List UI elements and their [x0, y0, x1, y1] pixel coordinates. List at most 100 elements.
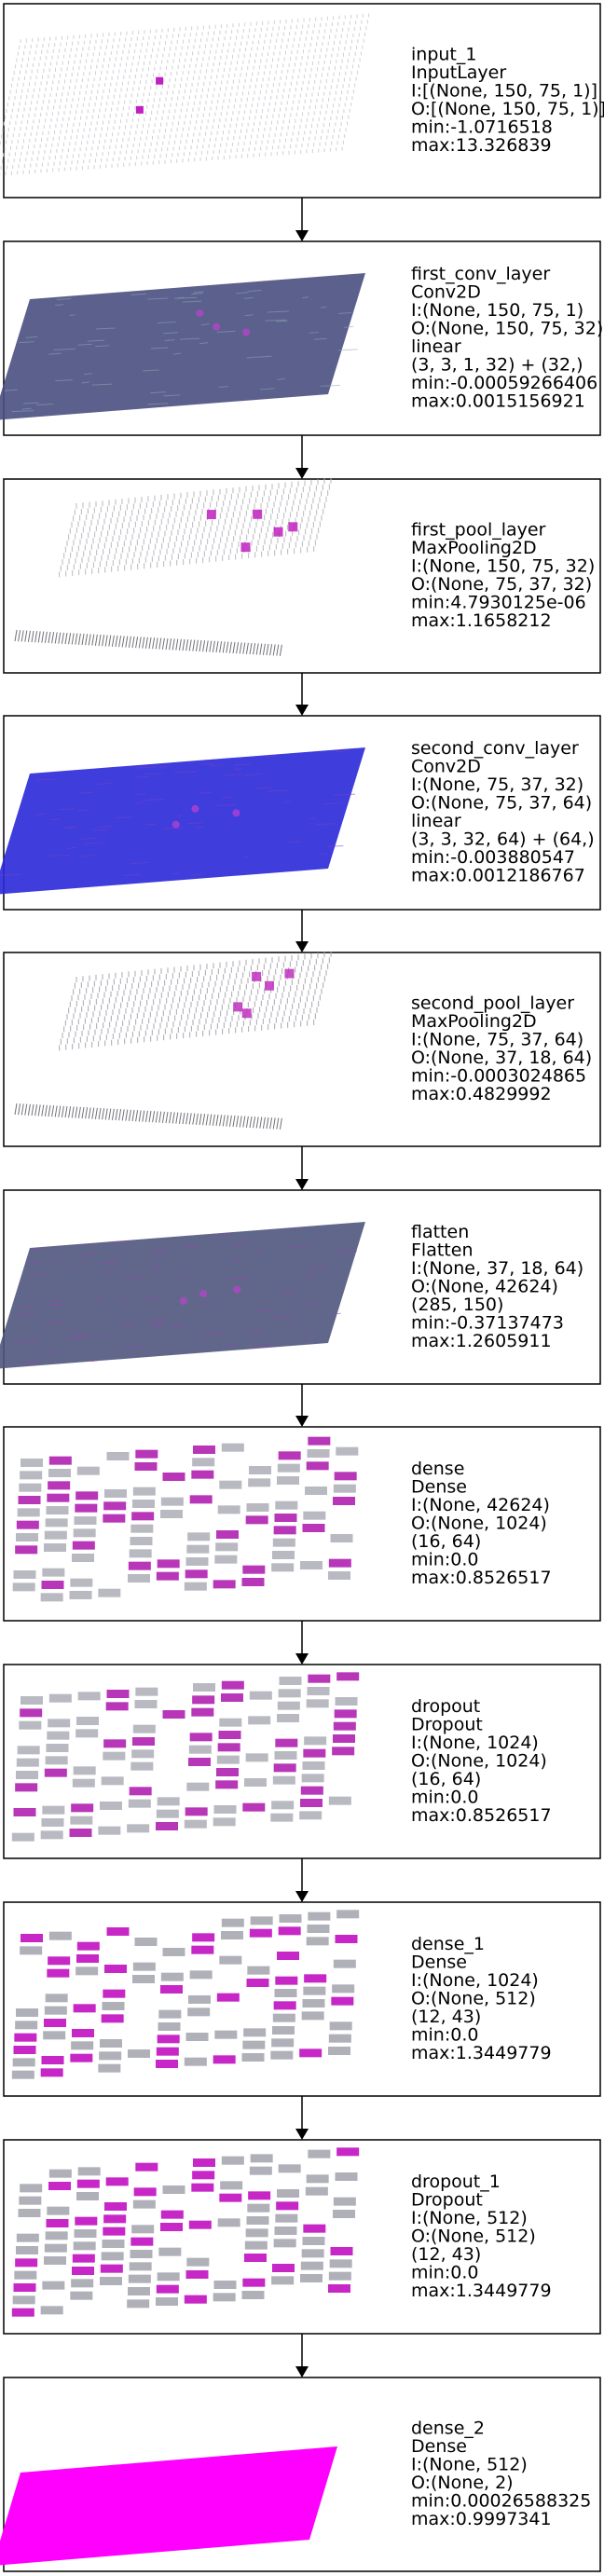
layer-detail: max:1.3449779	[411, 2043, 552, 2063]
flow-arrow	[295, 673, 309, 716]
layer-detail: (12, 43)	[411, 2244, 481, 2265]
layer-detail: min:-0.37137473	[411, 1312, 564, 1333]
layer-detail: (285, 150)	[411, 1295, 503, 1315]
layer-detail: I:(None, 37, 18, 64)	[411, 1258, 583, 1279]
layer-detail: min:-0.0003024865	[411, 1066, 586, 1087]
flow-arrow	[295, 1384, 309, 1427]
activation-blocks	[11, 2147, 360, 2317]
layer-detail: linear	[411, 336, 461, 357]
flow-arrow	[295, 2334, 309, 2377]
layer-detail: min:0.0	[411, 2262, 478, 2282]
layer-detail: min:0.0	[411, 1549, 478, 1569]
layer-detail: max:0.0015156921	[411, 391, 585, 412]
activation-blocks	[11, 1672, 360, 1842]
layer-name: second_pool_layer	[411, 993, 574, 1014]
layer-name: dropout_1	[411, 2172, 501, 2192]
flow-arrow	[295, 1146, 309, 1190]
layer-detail: (16, 64)	[411, 1531, 481, 1552]
layer-name: second_conv_layer	[411, 738, 579, 759]
activation-grid	[0, 13, 370, 176]
layer-box	[3, 1664, 601, 1859]
layer-box	[3, 2139, 601, 2335]
layer-detail: (3, 3, 32, 64) + (64,)	[411, 829, 595, 850]
activation-texture	[0, 750, 356, 876]
layer-detail: Dense	[411, 1952, 467, 1972]
layer-detail: I:(None, 42624)	[411, 1495, 550, 1515]
layer-detail: max:0.9997341	[411, 2509, 552, 2529]
flow-arrow	[295, 435, 309, 479]
layer-detail: (3, 3, 1, 32) + (32,)	[411, 355, 583, 376]
layer-detail: O:(None, 150, 75, 32)	[411, 319, 603, 339]
layer-detail: MaxPooling2D	[411, 538, 537, 558]
layer-detail: InputLayer	[411, 62, 506, 83]
pooled-maps	[14, 477, 332, 656]
layer-detail: O:(None, 1024)	[411, 1513, 547, 1533]
layer-detail: max:13.326839	[411, 135, 552, 156]
layer-detail: O:(None, 42624)	[411, 1276, 558, 1296]
layer-detail: Dropout	[411, 1714, 483, 1734]
layer-detail: max:1.3449779	[411, 2281, 552, 2301]
layer-detail: min:-1.0716518	[411, 117, 553, 138]
layer-name: flatten	[411, 1222, 469, 1242]
layer-box	[3, 478, 601, 674]
layer-detail: min:0.0	[411, 1787, 478, 1807]
layer-name: first_pool_layer	[411, 520, 546, 541]
layer-detail: min:-0.00059266406	[411, 373, 597, 393]
layer-detail: O:(None, 1024)	[411, 1750, 547, 1771]
layer-detail: linear	[411, 811, 461, 831]
layer-name: dense_1	[411, 1934, 485, 1954]
layer-detail: Flatten	[411, 1240, 473, 1260]
layer-name: first_conv_layer	[411, 264, 550, 284]
layer-detail: min:4.7930125e-06	[411, 593, 586, 613]
layer-detail: Conv2D	[411, 282, 481, 303]
activation-blocks	[12, 1436, 359, 1602]
layer-detail: max:0.8526517	[411, 1568, 552, 1588]
pooled-maps	[14, 951, 332, 1130]
flow-arrow	[295, 2096, 309, 2140]
activation-blocks	[11, 1910, 360, 2079]
layer-name: dense_2	[411, 2418, 485, 2439]
layer-detail: O:(None, 75, 37, 64)	[411, 793, 592, 814]
layer-detail: O:[(None, 150, 75, 1)]	[411, 99, 604, 119]
layer-detail: Dropout	[411, 2189, 483, 2210]
layer-detail: MaxPooling2D	[411, 1011, 537, 1032]
layer-detail: min:0.00026588325	[411, 2491, 591, 2512]
tensor-surface	[0, 273, 365, 420]
tensor-surface	[0, 747, 365, 895]
layer-name: dense	[411, 1459, 464, 1479]
flow-arrow	[295, 910, 309, 952]
layer-detail: I:(None, 512)	[411, 2208, 528, 2228]
layer-detail: Conv2D	[411, 757, 481, 777]
layer-detail: Dense	[411, 2436, 467, 2457]
layer-name: dropout	[411, 1696, 480, 1717]
layer-detail: O:(None, 2)	[411, 2473, 514, 2493]
flow-arrow	[295, 1621, 309, 1665]
tensor-surface	[0, 2446, 337, 2566]
layer-detail: max:1.1658212	[411, 610, 552, 631]
layer-detail: I:(None, 1024)	[411, 1970, 539, 1991]
layer-detail: I:(None, 150, 75, 1)	[411, 300, 583, 321]
layer-detail: I:(None, 512)	[411, 2455, 528, 2475]
layer-detail: I:(None, 75, 37, 32)	[411, 774, 583, 795]
layer-detail: O:(None, 512)	[411, 1988, 536, 2008]
layer-detail: I:(None, 1024)	[411, 1733, 539, 1753]
layer-detail: O:(None, 37, 18, 64)	[411, 1048, 592, 1068]
layer-detail: min:0.0	[411, 2024, 478, 2045]
layer-name: input_1	[411, 45, 476, 65]
layer-detail: O:(None, 75, 37, 32)	[411, 574, 592, 595]
layer-detail: I:(None, 150, 75, 32)	[411, 556, 595, 577]
layer-box	[3, 1426, 601, 1622]
layer-detail: I:(None, 75, 37, 64)	[411, 1030, 583, 1050]
